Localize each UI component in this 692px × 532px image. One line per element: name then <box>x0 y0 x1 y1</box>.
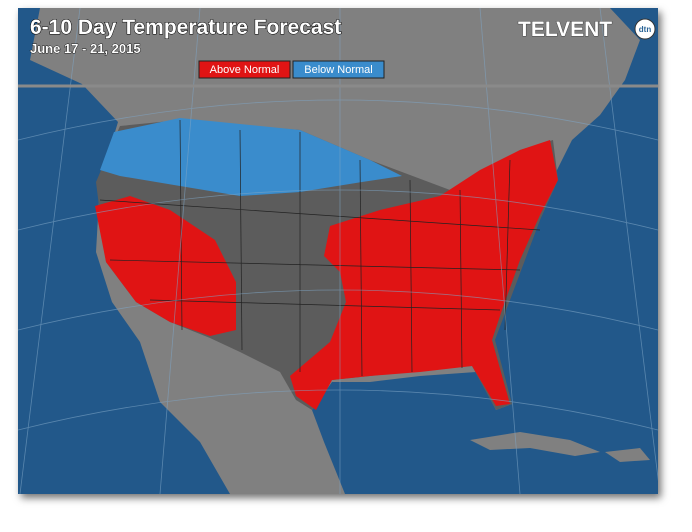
legend: Above Normal Below Normal <box>198 60 385 79</box>
title: 6-10 Day Temperature Forecast <box>30 16 341 39</box>
logo-badge <box>634 18 656 40</box>
legend-swatch <box>292 60 385 79</box>
map <box>18 8 658 494</box>
logo: TELVENT <box>518 18 612 41</box>
graticule <box>18 8 658 494</box>
above-normal-east <box>290 140 558 410</box>
cuba <box>470 432 600 456</box>
logo-badge-text: dtn <box>639 25 652 34</box>
state-borders <box>99 119 541 377</box>
hispaniola <box>605 448 650 462</box>
legend-label: Below Normal <box>304 64 372 76</box>
above-normal-west <box>95 196 236 336</box>
subtitle: June 17 - 21, 2015 <box>30 41 141 56</box>
below-normal-region <box>100 118 402 196</box>
legend-label: Above Normal <box>210 64 280 76</box>
legend-swatch <box>198 60 291 79</box>
